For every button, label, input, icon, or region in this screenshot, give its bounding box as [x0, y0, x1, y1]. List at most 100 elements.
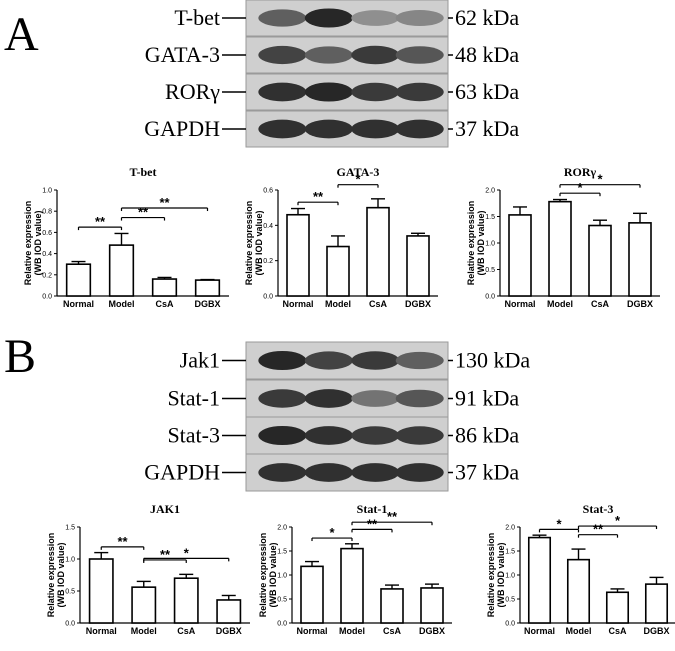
- significance-label: **: [367, 516, 378, 531]
- size-label: 91 kDa: [455, 386, 519, 411]
- significance-label: *: [556, 516, 562, 531]
- significance-label: *: [577, 180, 583, 195]
- significance-label: **: [95, 214, 106, 229]
- y-tick-label: 1.5: [277, 549, 287, 556]
- y-tick-label: 0.0: [42, 294, 52, 301]
- blot-row: GAPDH 37 kDa: [144, 110, 519, 148]
- blot-band: [258, 463, 307, 482]
- protein-label: T-bet: [174, 5, 220, 30]
- significance-label: *: [355, 172, 361, 187]
- size-label: 37 kDa: [455, 116, 519, 141]
- significance-label: **: [593, 522, 604, 537]
- blot-panel-b: B Jak1 130 kDa Stat-1 91 kDa Stat-3 86 kDa GAPD…: [4, 330, 530, 492]
- chart-title: T-bet: [130, 165, 157, 179]
- y-axis-label: Relative expression(WB IOD value): [258, 533, 278, 618]
- blot-band: [258, 119, 307, 139]
- bar-chart-0: T-bet 0.0 0.2 0.4 0.6 0.8 1.0 Relative expressi…: [23, 165, 229, 309]
- bar: [628, 222, 652, 297]
- blot-band: [351, 426, 400, 445]
- y-axis-label-line: Relative expression: [466, 201, 476, 286]
- bar: [65, 263, 92, 297]
- blot-band: [395, 426, 444, 445]
- chart-title: JAK1: [150, 502, 180, 516]
- blot-row: RORγ 63 kDa: [165, 73, 519, 111]
- blot-row: T-bet 62 kDa: [174, 0, 519, 37]
- blot-band: [258, 425, 307, 446]
- bar: [605, 591, 630, 624]
- blot-band: [304, 119, 353, 139]
- y-tick-label: 0.6: [263, 188, 273, 195]
- bar: [131, 586, 157, 624]
- y-tick-label: 0.8: [42, 209, 52, 216]
- category-label: CsA: [591, 299, 610, 309]
- y-tick-label: 1.0: [277, 573, 287, 580]
- blot-band: [304, 46, 353, 64]
- bar: [326, 245, 350, 297]
- blot-band: [351, 463, 400, 482]
- category-label: DGBX: [216, 626, 242, 636]
- y-tick-label: 2.0: [277, 525, 287, 532]
- y-tick-label: 0.4: [42, 251, 52, 258]
- blot-band: [304, 389, 353, 408]
- significance-label: **: [387, 509, 398, 524]
- category-label: DGBX: [194, 299, 220, 309]
- blot-band: [351, 82, 400, 102]
- category-label: CsA: [608, 626, 627, 636]
- bar: [380, 588, 404, 624]
- y-tick-label: 0.0: [485, 294, 495, 301]
- blot-row: GATA-3 48 kDa: [145, 36, 519, 74]
- category-label: DGBX: [643, 626, 669, 636]
- y-tick-label: 0.5: [505, 597, 515, 604]
- blot-row: Stat-3 86 kDa: [167, 416, 519, 455]
- y-tick-label: 0.5: [485, 267, 495, 274]
- significance-label: **: [313, 189, 324, 204]
- y-tick-label: 0.0: [263, 294, 273, 301]
- blot-band: [351, 351, 400, 370]
- category-label: CsA: [177, 626, 196, 636]
- category-label: Normal: [63, 299, 94, 309]
- significance-label: **: [159, 195, 170, 210]
- y-axis-label-line: Relative expression: [258, 533, 268, 618]
- category-label: Model: [566, 626, 592, 636]
- protein-label: Stat-1: [167, 386, 220, 411]
- blot-band: [258, 389, 307, 408]
- bar: [508, 214, 532, 297]
- y-tick-label: 1.0: [485, 241, 495, 248]
- y-axis-label: Relative expression(WB IOD value): [244, 201, 264, 286]
- blot-band: [395, 82, 444, 102]
- y-axis-label-line: (WB IOD value): [33, 210, 43, 275]
- bar: [216, 599, 242, 624]
- y-axis-label-line: (WB IOD value): [496, 542, 506, 607]
- bar: [300, 565, 324, 624]
- chart-title: RORγ: [564, 165, 597, 179]
- y-axis-label-line: (WB IOD value): [476, 210, 486, 275]
- chart-title: GATA-3: [337, 165, 380, 179]
- size-label: 62 kDa: [455, 5, 519, 30]
- y-tick-label: 1.5: [485, 214, 495, 221]
- blot-band: [351, 390, 400, 407]
- blot-band: [351, 10, 400, 26]
- blot-band: [395, 389, 444, 408]
- y-tick-label: 0.2: [42, 272, 52, 279]
- blot-row: GAPDH 37 kDa: [144, 453, 519, 492]
- bar: [173, 577, 199, 624]
- y-axis-label-line: Relative expression: [486, 533, 496, 618]
- y-tick-label: 0.0: [277, 621, 287, 628]
- blot-band: [395, 119, 444, 139]
- bar: [406, 235, 430, 297]
- blot-band: [258, 9, 307, 27]
- bar: [366, 206, 390, 297]
- category-label: Normal: [282, 299, 313, 309]
- y-axis-label-line: Relative expression: [46, 533, 56, 618]
- category-label: Model: [325, 299, 351, 309]
- size-label: 48 kDa: [455, 42, 519, 67]
- protein-label: GAPDH: [144, 460, 220, 485]
- category-label: Normal: [504, 299, 535, 309]
- bar: [88, 558, 114, 624]
- chart-title: Stat-1: [357, 502, 388, 516]
- protein-label: Stat-3: [167, 423, 220, 448]
- protein-label: GAPDH: [144, 116, 220, 141]
- y-tick-label: 0.2: [263, 258, 273, 265]
